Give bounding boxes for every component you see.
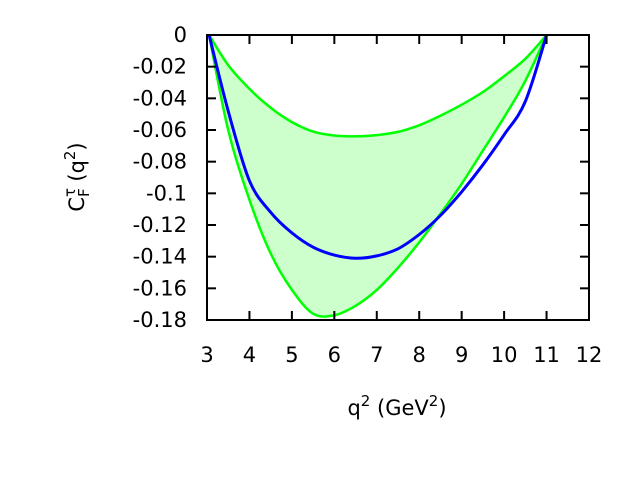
y-tick-label: -0.04: [133, 86, 187, 110]
uncertainty-band: [209, 35, 547, 317]
x-tick-label: 11: [533, 343, 560, 367]
y-tick-label: 0: [174, 23, 187, 47]
x-tick-label: 10: [491, 343, 518, 367]
x-tick-label: 12: [576, 343, 603, 367]
y-tick-label: -0.16: [133, 276, 187, 300]
y-tick-label: -0.12: [133, 213, 187, 237]
upper-bound-line: [208, 34, 548, 138]
plot-frame: [206, 34, 590, 321]
plot-area: [207, 34, 549, 318]
x-tick-label: 5: [285, 343, 298, 367]
y-tick-label: -0.08: [133, 150, 187, 174]
y-tick-label: -0.1: [146, 181, 187, 205]
x-tick-label: 9: [455, 343, 468, 367]
y-axis-label: CτF (q2): [61, 142, 93, 211]
y-tick-label: -0.18: [133, 308, 187, 332]
y-tick-label: -0.06: [133, 118, 187, 142]
x-tick-label: 7: [370, 343, 383, 367]
x-tick-label: 8: [413, 343, 426, 367]
axes-frame: [206, 34, 590, 321]
axis-ticks: 3 4 5 6 7 8 9 10 11 12 0 -0.02 -0.04 -0.06 -0.08 -0.1 -0…: [133, 23, 603, 367]
x-tick-label: 6: [328, 343, 341, 367]
x-tick-label: 3: [200, 343, 213, 367]
x-axis-label: q2 (GeV2): [347, 392, 446, 420]
central-line: [207, 34, 549, 260]
y-tick-label: -0.14: [133, 245, 187, 269]
y-tick-label: -0.02: [133, 55, 187, 79]
lower-bound-line: [207, 34, 548, 318]
x-tick-label: 4: [243, 343, 256, 367]
